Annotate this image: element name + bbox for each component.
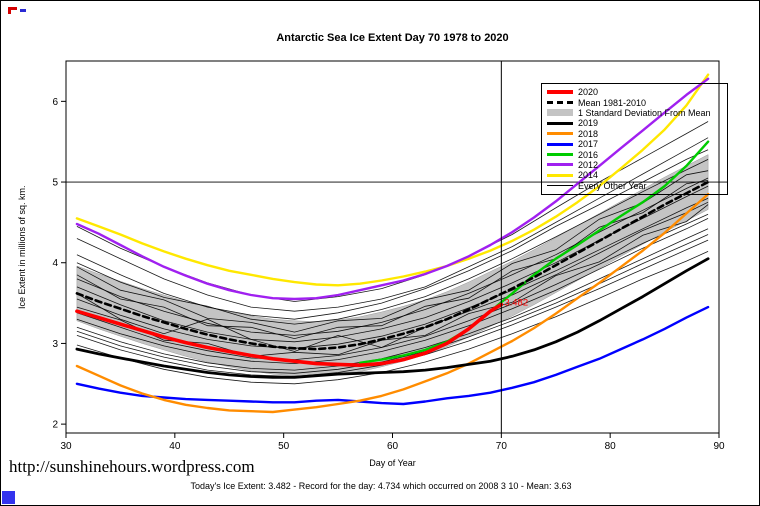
background-year-line	[76, 180, 709, 340]
x-tick-label: 90	[713, 441, 725, 452]
legend-label: 2014	[578, 170, 599, 181]
background-year-line	[76, 197, 709, 349]
x-tick-label: 80	[605, 441, 617, 452]
legend-swatch-dashed-icon	[547, 101, 573, 105]
series-line-2020	[75, 302, 504, 367]
y-tick-label: 3	[52, 339, 58, 350]
window-artifact-bottomleft-blue	[2, 491, 15, 504]
legend-item-every-other-year: Every Other Year	[547, 181, 722, 191]
legend-label: 2019	[578, 118, 599, 129]
legend-label: Mean 1981-2010	[578, 97, 647, 108]
legend-item-2019: 2019	[547, 118, 722, 128]
legend-label: 2020	[578, 87, 599, 98]
background-year-line	[76, 149, 709, 320]
legend-item-2017: 2017	[547, 139, 722, 149]
x-tick-label: 60	[387, 441, 399, 452]
background-year-line	[76, 234, 709, 374]
series-line-2012	[75, 77, 710, 301]
legend-label: 1 Standard Deviation From Mean	[578, 107, 711, 118]
legend-item-2014: 2014	[547, 170, 722, 180]
legend-swatch-line-icon	[547, 153, 573, 157]
legend-item-2012: 2012	[547, 160, 722, 170]
legend-item-2020: 2020	[547, 87, 722, 97]
series-line-mean-1981-2010	[75, 180, 710, 351]
y-tick-label: 6	[52, 97, 58, 108]
legend-item-mean-1981-2010: Mean 1981-2010	[547, 97, 722, 108]
legend-swatch-line-icon	[547, 90, 573, 95]
window-artifact-topleft-red	[8, 7, 17, 14]
series-line-2016	[358, 140, 710, 364]
background-year-line	[76, 251, 709, 385]
background-year-line	[76, 218, 709, 365]
y-tick-label: 2	[52, 420, 58, 431]
legend-item-1-standard-deviation-from-mean: 1 Standard Deviation From Mean	[547, 108, 722, 118]
chart-title: Antarctic Sea Ice Extent Day 70 1978 to …	[276, 32, 509, 44]
background-year-line	[76, 137, 709, 312]
legend-swatch-line-icon	[547, 132, 573, 136]
legend-label: 2018	[578, 128, 599, 139]
stats-caption: Today's Ice Extent: 3.482 - Record for t…	[190, 481, 572, 491]
series-line-2017	[75, 305, 710, 406]
legend-item-2016: 2016	[547, 149, 722, 160]
x-tick-label: 70	[496, 441, 508, 452]
background-year-line	[76, 159, 709, 325]
legend-label: 2012	[578, 159, 599, 170]
series-line-2019	[75, 257, 710, 379]
series-line-2014	[75, 73, 710, 287]
background-year-line	[76, 213, 709, 361]
source-url-text: http://sunshinehours.wordpress.com	[9, 457, 255, 476]
x-tick-label: 40	[169, 441, 181, 452]
legend-swatch-line-icon	[547, 173, 573, 177]
y-tick-label: 5	[52, 178, 58, 189]
legend-label: 2017	[578, 139, 599, 150]
x-tick-label: 30	[60, 441, 72, 452]
background-year-line	[76, 228, 709, 371]
y-tick-label: 4	[52, 258, 58, 269]
legend-item-2018: 2018	[547, 129, 722, 139]
current-extent-annotation: 3.482	[504, 298, 528, 309]
legend-swatch-line-icon	[547, 142, 573, 146]
legend-swatch-line-icon	[547, 163, 573, 167]
legend-label: 2016	[578, 149, 599, 160]
legend-swatch-line-icon	[547, 185, 573, 187]
x-tick-label: 50	[278, 441, 290, 452]
x-axis-label: Day of Year	[369, 458, 416, 468]
legend-label: Every Other Year	[578, 180, 647, 191]
axis-ticks: 30 40 50 60 70 80 90 2 3 4 5 6	[52, 97, 725, 452]
legend-swatch-band-icon	[547, 109, 573, 117]
y-axis-label: Ice Extent in millions of sq. km.	[17, 185, 27, 309]
series-line-2018	[75, 192, 710, 414]
window-artifact-topleft-blue	[20, 9, 26, 12]
background-year-line	[76, 170, 709, 333]
background-year-line	[76, 201, 709, 352]
legend-swatch-line-icon	[547, 121, 573, 125]
chart-legend: 2020 Mean 1981-2010 1 Standard Deviation F…	[541, 83, 728, 195]
